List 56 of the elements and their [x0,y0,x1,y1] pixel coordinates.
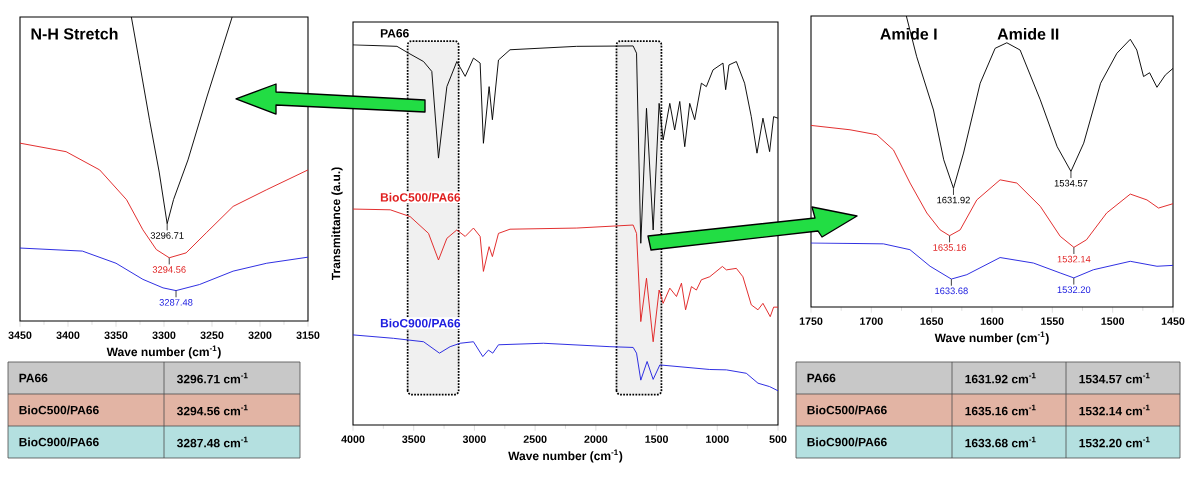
x-tick-label: 3500 [402,435,426,443]
x-tick-label: 1550 [1041,317,1064,325]
annotation: 1532.14 [1057,255,1091,263]
text: 3287.48 cm$^{-1}$ [176,436,248,448]
annotation: 1532.20 [1057,286,1091,293]
category-label: BioC500/PA66 [807,405,887,415]
x-tick-label: 3150 [296,331,320,339]
x-tick-label: 3250 [200,331,224,339]
series-label: BioC500/PA66 [380,192,461,202]
x-tick-label: 1750 [799,317,823,325]
annotation: 3296.71 [150,232,184,239]
x-tick-label: 1000 [706,435,729,443]
x-tick-label: 1600 [980,317,1004,325]
x-tick-label: 1450 [1161,317,1185,325]
annotation: 1635.16 [933,244,967,251]
x-tick-label: 3000 [462,435,486,443]
x-tick-label: 3400 [56,331,80,339]
text: 1534.57 cm$^{-1}$ [1079,372,1150,384]
x-tick-label: 1500 [1101,317,1125,325]
category-label: PA66 [19,373,48,383]
annotation: 1534.57 [1054,179,1088,187]
x-axis-title: Wave number (cm$^{-1}$) [106,345,221,359]
annotation: 1633.68 [935,287,968,295]
text: 1532.14 cm$^{-1}$ [1079,404,1150,416]
x-tick-label: 3200 [248,331,272,339]
x-axis-title: Wave number (cm$^{-1}$) [934,331,1049,345]
annotation: 3287.48 [159,299,193,306]
text: 1635.16 cm$^{-1}$ [965,404,1036,416]
text: 1532.20 cm$^{-1}$ [1079,436,1150,448]
text: 1631.92 cm$^{-1}$ [965,372,1036,384]
series-label: PA66 [380,29,409,38]
y-axis-title: Transmittance (a.u.) [331,167,343,281]
x-tick-label: 500 [769,435,787,443]
annotation: Amide II [997,27,1059,40]
x-axis-title: Wave number (cm$^{-1}$) [508,449,623,463]
x-tick-label: 1500 [645,435,668,443]
category-label: BioC500/PA66 [19,405,99,415]
text: 3296.71 cm$^{-1}$ [176,372,248,384]
annotation: Amide I [880,27,937,40]
x-tick-label: 3350 [104,331,128,339]
text: 1633.68 cm$^{-1}$ [965,436,1036,448]
x-tick-label: 1650 [920,317,944,325]
x-tick-label: 1700 [860,317,883,325]
x-tick-label: 3450 [8,331,32,339]
category-label: BioC900/PA66 [19,437,99,447]
x-tick-label: 2000 [584,435,608,443]
x-tick-label: 4000 [341,435,365,443]
x-tick-label: 2500 [523,435,547,443]
annotation: 1631.92 [937,196,970,204]
series-label: BioC900/PA66 [380,318,461,328]
category-label: BioC900/PA66 [807,437,887,447]
text: N-H Stretch [31,27,118,40]
category-label: PA66 [807,373,836,383]
x-tick-label: 3300 [152,331,176,339]
annotation: 3294.56 [152,266,186,273]
text: 3294.56 cm$^{-1}$ [176,404,248,416]
